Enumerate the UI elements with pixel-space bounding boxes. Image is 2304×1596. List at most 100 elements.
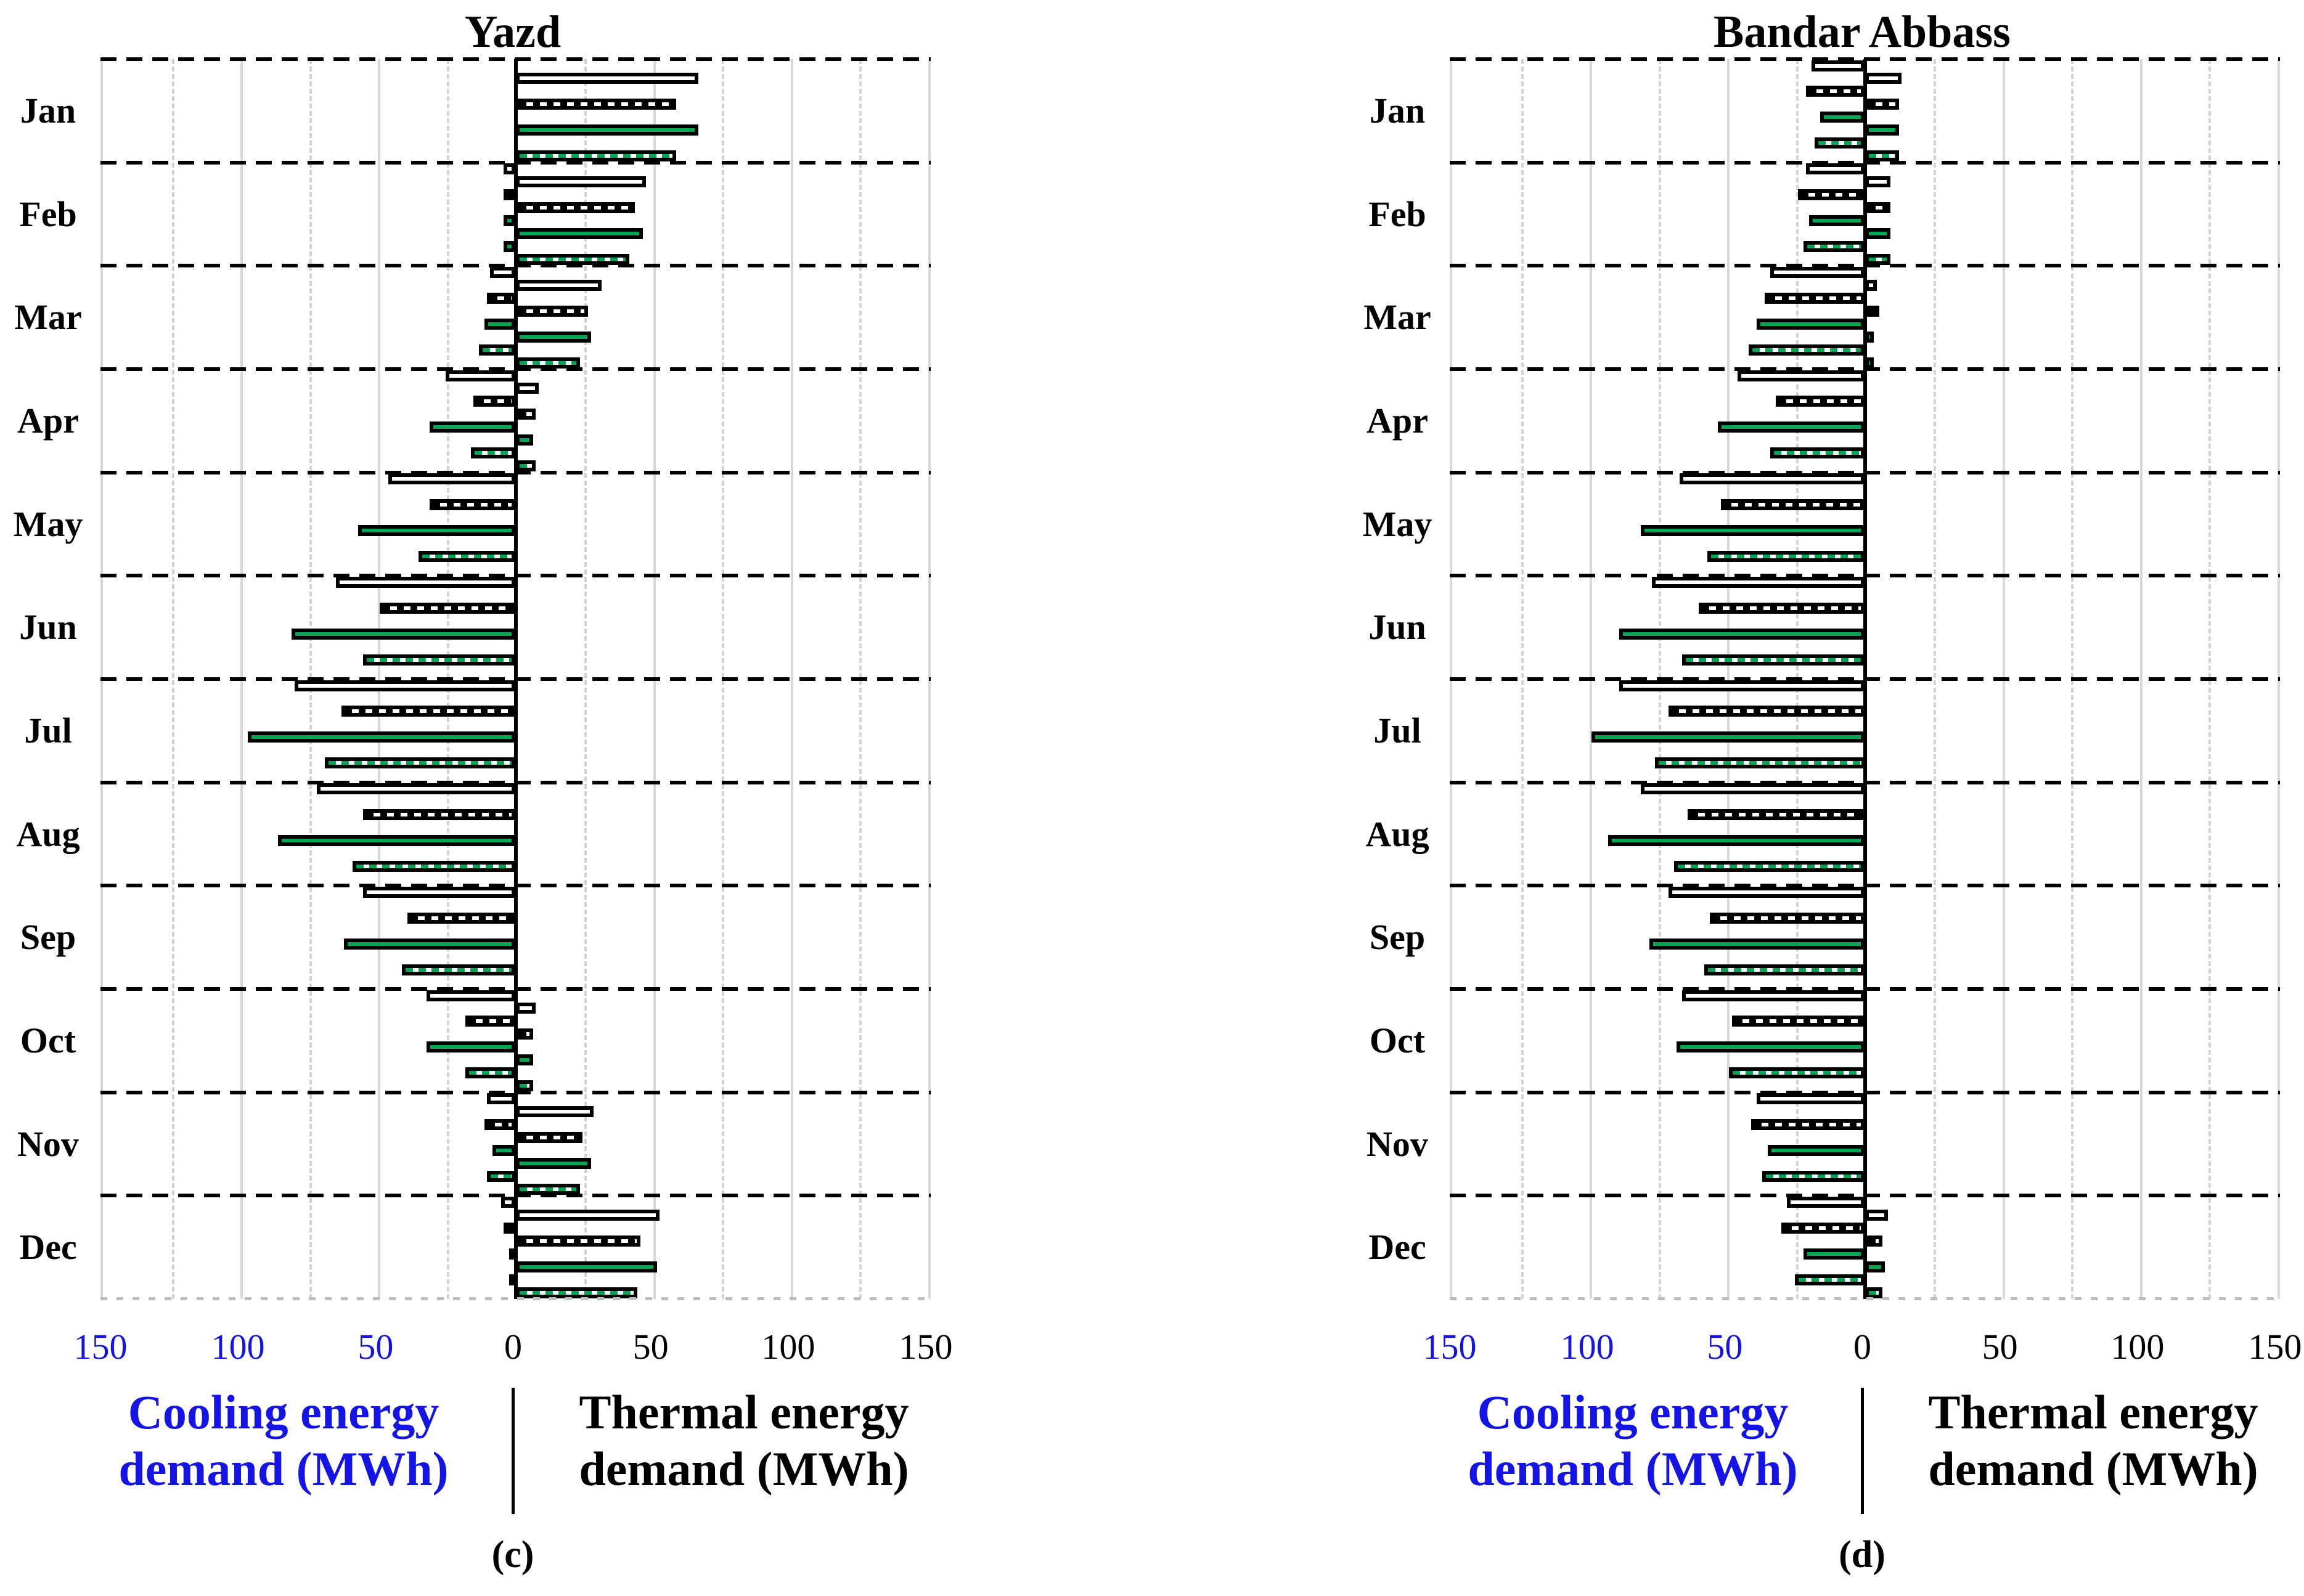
bar-yazd-jun-green-cooling [292,628,516,640]
bar-bandar-abbass-nov-black-hatched-cooling [1750,1119,1865,1131]
month-separator [1450,884,2280,888]
bar-yazd-oct-green-hatched-cooling [465,1067,516,1079]
bar-bandar-abbass-may-white-cooling [1679,473,1865,485]
panel-label-d: (d) [1839,1534,1885,1576]
x-tick-label: 50 [1982,1327,2018,1367]
month-label-aug: Aug [16,813,80,854]
bar-bandar-abbass-feb-green-thermal [1865,227,1891,239]
bar-yazd-mar-black-hatched-thermal [515,305,589,317]
bar-bandar-abbass-jan-black-hatched-cooling [1806,86,1865,97]
bar-yazd-jan-green-thermal [515,124,698,136]
bar-bandar-abbass-dec-green-hatched-cooling [1795,1274,1865,1285]
x-tick-label: 100 [2110,1327,2165,1367]
bar-bandar-abbass-jan-green-thermal [1865,124,1899,136]
bar-bandar-abbass-aug-green-cooling [1607,835,1865,846]
x-tick-label: 0 [504,1327,522,1367]
month-label-apr: Apr [1366,400,1428,441]
bar-yazd-feb-green-hatched-cooling [504,240,516,252]
bar-yazd-apr-green-hatched-thermal [515,460,536,472]
bar-bandar-abbass-feb-green-cooling [1808,215,1865,226]
bar-bandar-abbass-dec-white-thermal [1865,1209,1888,1221]
x-tick-label: 150 [2248,1327,2302,1367]
bar-bandar-abbass-jan-green-hatched-cooling [1814,137,1865,149]
bar-bandar-abbass-mar-black-hatched-cooling [1765,292,1865,304]
month-separator [100,574,931,578]
thermal-axis-caption: Thermal energy demand (MWh) [1928,1384,2258,1497]
x-tick-label: 0 [1853,1327,1871,1367]
bar-yazd-jan-black-hatched-thermal [515,99,676,110]
month-label-mar: Mar [1363,297,1431,338]
bar-yazd-may-white-cooling [388,473,516,485]
bar-yazd-dec-green-thermal [515,1261,657,1272]
chart-title-bandar-abbass: Bandar Abbass [1714,7,2011,57]
bar-yazd-mar-green-thermal [515,331,591,343]
month-label-dec: Dec [19,1227,77,1268]
month-separator [1450,264,2280,268]
month-label-aug: Aug [1365,813,1429,854]
cooling-axis-caption-line2: demand (MWh) [1468,1442,1798,1496]
bar-bandar-abbass-may-green-hatched-cooling [1707,550,1865,562]
month-separator [1450,367,2280,371]
bar-yazd-aug-white-cooling [316,783,516,795]
month-label-may: May [13,503,83,544]
bar-yazd-oct-black-hatched-thermal [515,1028,533,1040]
month-separator [100,1194,931,1198]
bar-yazd-dec-black-hatched-cooling [504,1222,516,1234]
bar-bandar-abbass-may-black-hatched-cooling [1720,499,1865,511]
bar-bandar-abbass-sep-black-hatched-cooling [1710,912,1865,924]
month-separator [100,677,931,681]
month-label-dec: Dec [1368,1227,1426,1268]
bar-yazd-jul-green-cooling [248,731,516,743]
bar-yazd-mar-white-thermal [515,279,602,291]
bar-bandar-abbass-dec-green-thermal [1865,1261,1885,1272]
cooling-axis-caption-line2: demand (MWh) [118,1442,449,1496]
bar-bandar-abbass-feb-white-thermal [1865,176,1891,188]
bar-bandar-abbass-apr-green-hatched-cooling [1770,447,1865,459]
month-label-apr: Apr [17,400,79,441]
panel-label-c: (c) [491,1534,534,1576]
bar-yazd-oct-white-thermal [515,1003,536,1014]
bar-bandar-abbass-sep-green-cooling [1649,938,1865,950]
month-label-jan: Jan [20,90,76,131]
x-tick-label: 150 [899,1327,953,1367]
bar-yazd-mar-green-hatched-cooling [478,344,516,356]
bar-yazd-mar-green-cooling [484,318,516,330]
bar-yazd-feb-black-hatched-thermal [515,202,635,214]
bar-yazd-nov-green-cooling [492,1145,516,1156]
bar-yazd-aug-green-hatched-cooling [352,860,516,872]
bar-yazd-nov-green-thermal [515,1157,591,1169]
month-separator [100,264,931,268]
month-label-mar: Mar [14,297,82,338]
month-label-feb: Feb [1368,193,1426,234]
bar-bandar-abbass-jul-green-cooling [1591,731,1865,743]
bar-bandar-abbass-apr-white-cooling [1737,370,1865,381]
month-separator [1450,987,2280,991]
bar-yazd-dec-white-thermal [515,1209,660,1221]
month-label-nov: Nov [1366,1123,1428,1164]
bar-yazd-nov-green-hatched-thermal [515,1183,580,1195]
bar-bandar-abbass-apr-green-cooling [1718,421,1865,433]
bar-yazd-apr-white-cooling [446,370,516,381]
month-separator [1450,160,2280,165]
bar-yazd-feb-green-hatched-thermal [515,253,630,265]
bar-bandar-abbass-oct-white-cooling [1682,990,1865,1001]
bar-bandar-abbass-aug-white-cooling [1641,783,1865,795]
thermal-axis-caption: Thermal energy demand (MWh) [579,1384,909,1497]
bar-bandar-abbass-jan-white-cooling [1812,60,1865,71]
bar-bandar-abbass-mar-white-thermal [1865,279,1877,291]
x-tick-label: 100 [1560,1327,1614,1367]
bar-yazd-sep-green-cooling [344,938,516,950]
thermal-axis-caption-line1: Thermal energy [1928,1385,2258,1439]
month-label-nov: Nov [17,1123,79,1164]
plot-area-bandar-abbass [1450,57,2280,1300]
bar-bandar-abbass-may-green-cooling [1641,525,1865,536]
bar-bandar-abbass-dec-black-hatched-cooling [1781,1222,1865,1234]
bar-bandar-abbass-jul-green-hatched-cooling [1654,757,1865,769]
month-label-jul: Jul [24,710,72,751]
bar-bandar-abbass-feb-white-cooling [1806,163,1865,175]
bar-yazd-oct-green-cooling [427,1041,516,1053]
bar-bandar-abbass-nov-green-hatched-cooling [1762,1170,1865,1182]
month-label-feb: Feb [19,193,77,234]
bar-bandar-abbass-mar-black-hatched-thermal [1865,305,1880,317]
bar-bandar-abbass-sep-white-cooling [1669,886,1865,898]
